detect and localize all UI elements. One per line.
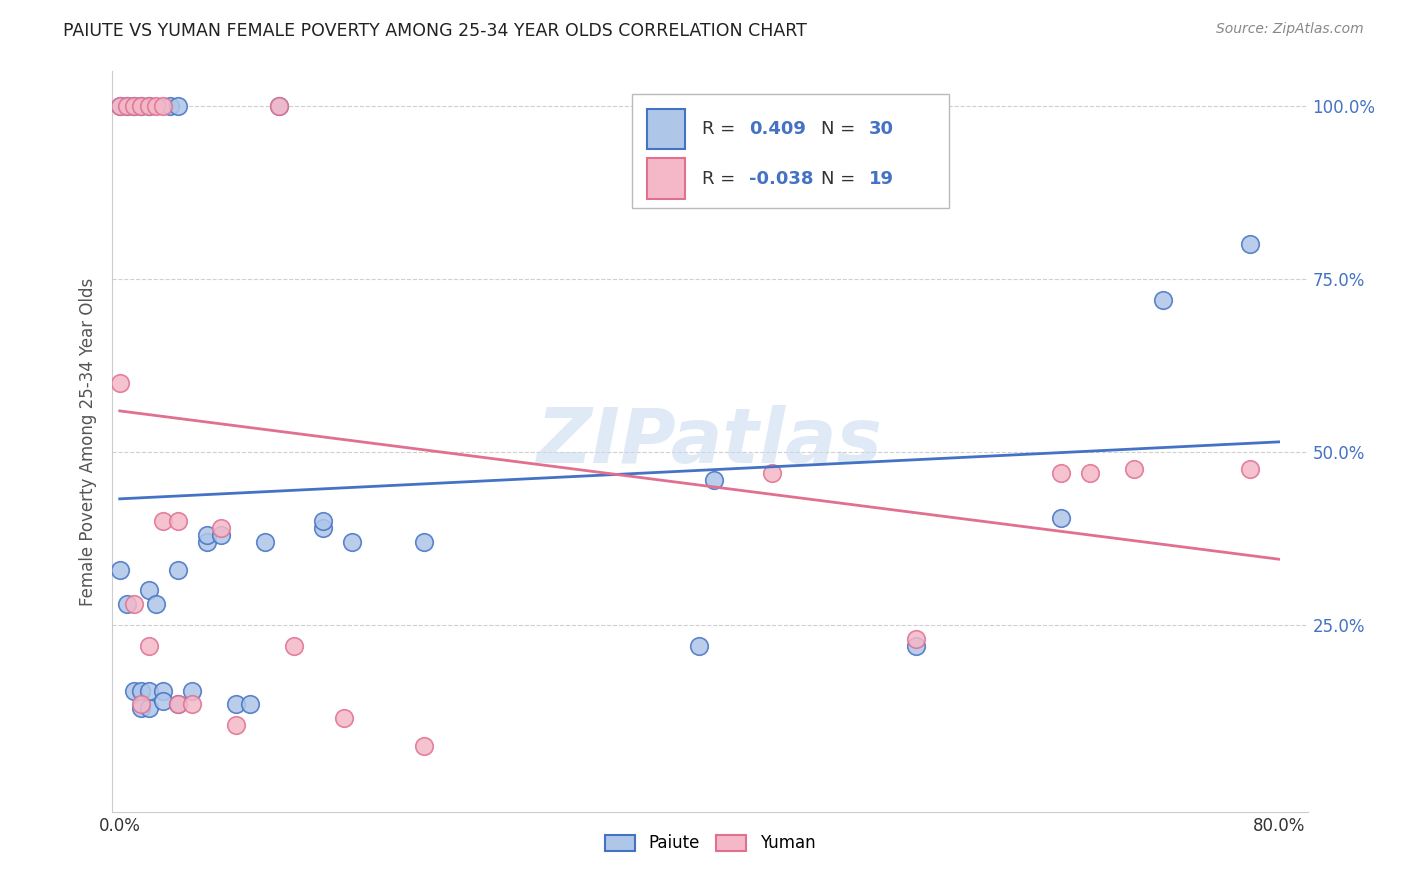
Point xyxy=(905,639,928,653)
Point xyxy=(166,99,188,113)
Point xyxy=(166,563,188,577)
Point xyxy=(703,473,725,487)
Point xyxy=(138,99,160,113)
Text: R =: R = xyxy=(702,169,735,187)
Point xyxy=(1050,466,1073,480)
Point xyxy=(1239,237,1261,252)
Point xyxy=(131,698,153,712)
Text: -0.038: -0.038 xyxy=(749,169,814,187)
Point xyxy=(761,466,783,480)
Point xyxy=(283,639,305,653)
Point xyxy=(166,698,188,712)
Point xyxy=(1050,510,1073,524)
Point xyxy=(115,99,138,113)
Point xyxy=(267,99,290,113)
Point xyxy=(108,563,131,577)
Point xyxy=(181,683,204,698)
Point xyxy=(115,99,138,113)
Point xyxy=(195,528,218,542)
Point xyxy=(131,99,153,113)
Point xyxy=(209,521,232,535)
Point xyxy=(311,514,333,528)
Point xyxy=(122,99,145,113)
Point xyxy=(122,683,145,698)
Point xyxy=(138,99,160,113)
Point xyxy=(1239,462,1261,476)
Point xyxy=(311,521,333,535)
Point xyxy=(138,701,160,715)
Text: N =: N = xyxy=(821,120,855,138)
Point xyxy=(138,683,160,698)
Point xyxy=(122,99,145,113)
Point xyxy=(1078,466,1101,480)
Point xyxy=(138,639,160,653)
Text: 30: 30 xyxy=(869,120,894,138)
Point xyxy=(145,597,167,611)
Point xyxy=(152,683,174,698)
Text: R =: R = xyxy=(702,120,735,138)
Point xyxy=(333,711,356,725)
Point xyxy=(152,514,174,528)
Point xyxy=(108,99,131,113)
Point xyxy=(181,698,204,712)
Point xyxy=(688,639,710,653)
Point xyxy=(115,597,138,611)
Text: 0.409: 0.409 xyxy=(749,120,807,138)
Point xyxy=(131,99,153,113)
Point xyxy=(340,534,363,549)
Point xyxy=(413,739,436,753)
Point xyxy=(159,99,181,113)
Text: Source: ZipAtlas.com: Source: ZipAtlas.com xyxy=(1216,22,1364,37)
Point xyxy=(131,683,153,698)
Text: PAIUTE VS YUMAN FEMALE POVERTY AMONG 25-34 YEAR OLDS CORRELATION CHART: PAIUTE VS YUMAN FEMALE POVERTY AMONG 25-… xyxy=(63,22,807,40)
Point xyxy=(413,534,436,549)
Point xyxy=(166,698,188,712)
Point xyxy=(253,534,276,549)
Point xyxy=(152,99,174,113)
Point xyxy=(1152,293,1174,307)
Text: 19: 19 xyxy=(869,169,894,187)
FancyBboxPatch shape xyxy=(647,159,685,199)
Point xyxy=(108,99,131,113)
Point xyxy=(195,534,218,549)
Point xyxy=(905,632,928,646)
Legend: Paiute, Yuman: Paiute, Yuman xyxy=(598,828,823,859)
Point xyxy=(152,694,174,708)
Point xyxy=(145,99,167,113)
Point xyxy=(239,698,262,712)
Point xyxy=(138,583,160,598)
Point xyxy=(108,376,131,390)
Point xyxy=(267,99,290,113)
Y-axis label: Female Poverty Among 25-34 Year Olds: Female Poverty Among 25-34 Year Olds xyxy=(79,277,97,606)
Point xyxy=(225,718,247,732)
Point xyxy=(131,701,153,715)
Point xyxy=(122,597,145,611)
FancyBboxPatch shape xyxy=(633,94,949,209)
Point xyxy=(209,528,232,542)
Point xyxy=(225,698,247,712)
Text: N =: N = xyxy=(821,169,855,187)
Point xyxy=(166,514,188,528)
Point xyxy=(1122,462,1144,476)
Text: ZIPatlas: ZIPatlas xyxy=(537,405,883,478)
FancyBboxPatch shape xyxy=(647,109,685,150)
